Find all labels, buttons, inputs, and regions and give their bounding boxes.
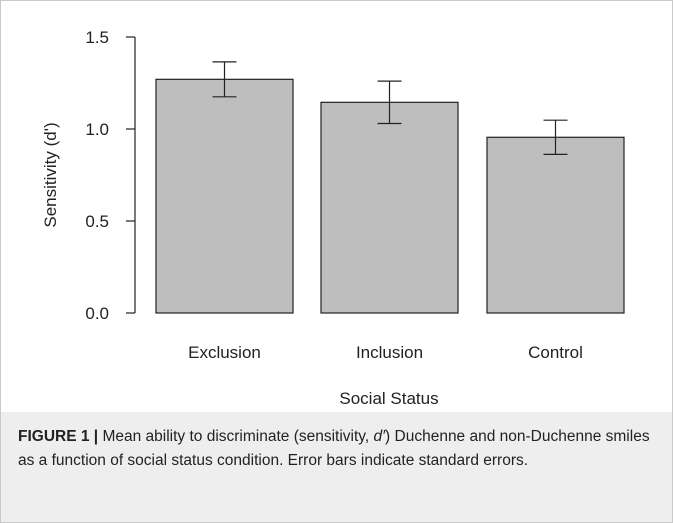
bar-exclusion [155, 78, 294, 314]
y-tick-label: 1.0 [85, 120, 109, 139]
x-tick-label-inclusion: Inclusion [356, 343, 423, 362]
x-tick-label-control: Control [528, 343, 583, 362]
y-axis-title: Sensitivity (d') [41, 122, 60, 227]
error-bar-exclusion [212, 61, 237, 98]
error-bars-group [212, 61, 568, 155]
error-bar-control [543, 119, 568, 155]
caption-box [1, 412, 672, 522]
figure-caption: FIGURE 1 | Mean ability to discriminate … [18, 425, 658, 473]
bar-chart: 0.0 0.5 1.0 1.5 Exclusion Inclusion Control S… [41, 28, 625, 408]
error-bar-inclusion [377, 80, 402, 125]
caption-symbol: d′ [373, 428, 386, 445]
y-tick-label: 0.5 [85, 212, 109, 231]
caption-text-after: ) Duchenne and non-Duchenne smiles as a … [18, 428, 650, 469]
y-tick-label: 0.0 [85, 304, 109, 323]
y-axis: 0.0 0.5 1.0 1.5 [85, 28, 136, 323]
x-axis-tick-labels: Exclusion Inclusion Control [188, 343, 583, 362]
x-axis-title: Social Status [339, 389, 438, 408]
bars-group [155, 78, 625, 314]
bar-inclusion [320, 101, 459, 314]
bar-control [486, 136, 625, 314]
caption-label: FIGURE 1 | [18, 428, 99, 445]
y-tick-label: 1.5 [85, 28, 109, 47]
caption-text-before: Mean ability to discriminate (sensitivit… [102, 428, 370, 445]
x-tick-label-exclusion: Exclusion [188, 343, 261, 362]
